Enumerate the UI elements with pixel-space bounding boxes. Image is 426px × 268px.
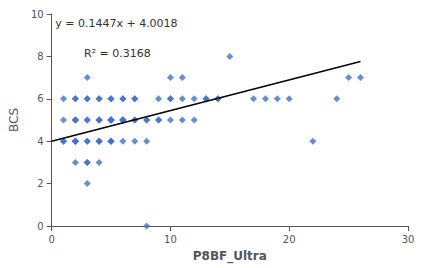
svg-text:10: 10 <box>31 9 44 20</box>
svg-text:P8BF_Ultra: P8BF_Ultra <box>193 249 267 264</box>
svg-text:6: 6 <box>37 93 43 104</box>
svg-text:10: 10 <box>164 234 177 245</box>
svg-text:0: 0 <box>48 234 54 245</box>
svg-text:BCS: BCS <box>7 108 21 132</box>
svg-text:4: 4 <box>37 136 43 147</box>
svg-text:0: 0 <box>37 221 43 232</box>
svg-text:8: 8 <box>37 51 43 62</box>
svg-text:y = 0.1447x + 4.0018: y = 0.1447x + 4.0018 <box>55 17 177 30</box>
svg-text:2: 2 <box>37 178 43 189</box>
svg-text:R² = 0.3168: R² = 0.3168 <box>84 47 151 60</box>
svg-text:30: 30 <box>402 234 415 245</box>
svg-text:20: 20 <box>283 234 296 245</box>
